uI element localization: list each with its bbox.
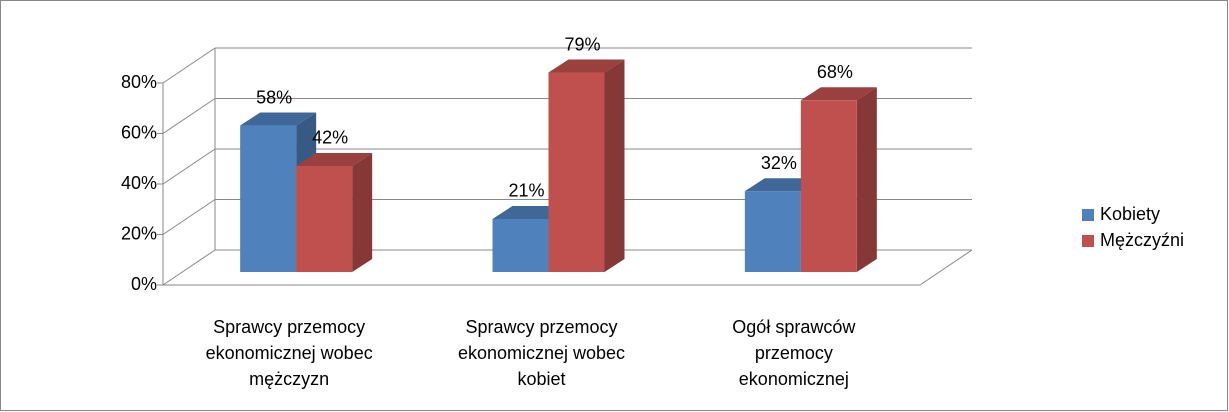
bar: [492, 218, 549, 272]
bar-top: [240, 112, 317, 126]
bar-top: [800, 87, 877, 101]
y-tick-label: 0%: [131, 274, 157, 294]
data-label: 21%: [508, 181, 544, 201]
data-label: 42%: [312, 128, 348, 148]
bar: [744, 191, 801, 272]
y-tick-label: 40%: [121, 173, 157, 193]
grid-line: [162, 249, 216, 286]
x-tick-label: Sprawcy przemocy ekonomicznej wobec kobi…: [457, 317, 626, 389]
x-tick-label: Ogół sprawców przemocy ekonomicznej: [732, 317, 856, 389]
grid-line: [162, 98, 216, 134]
legend-swatch: [1082, 235, 1094, 247]
y-tick-label: 20%: [121, 223, 157, 243]
bar: [296, 165, 353, 272]
data-label: 68%: [817, 62, 853, 82]
grid-line: [162, 47, 216, 84]
bar: [548, 72, 605, 273]
bar-side: [856, 87, 877, 272]
grid-line: [162, 199, 216, 235]
grid-line: [162, 148, 216, 185]
bar: [800, 100, 857, 272]
data-label: 32%: [761, 153, 797, 173]
y-tick-label: 80%: [121, 72, 157, 92]
legend-label: Mężczyźni: [1100, 230, 1184, 250]
bar-side: [604, 59, 625, 273]
data-label: 58%: [256, 87, 292, 107]
legend-label: Kobiety: [1100, 204, 1160, 224]
bar-top: [296, 152, 373, 166]
x-tick-label: Sprawcy przemocy ekonomicznej wobec mężc…: [205, 317, 373, 389]
bar-side: [352, 152, 373, 272]
legend-swatch: [1082, 209, 1094, 221]
data-label: 79%: [564, 34, 600, 54]
y-tick-label: 60%: [121, 122, 157, 142]
bar-top: [548, 59, 625, 73]
bar: [240, 125, 297, 272]
floor-edge: [919, 249, 973, 286]
